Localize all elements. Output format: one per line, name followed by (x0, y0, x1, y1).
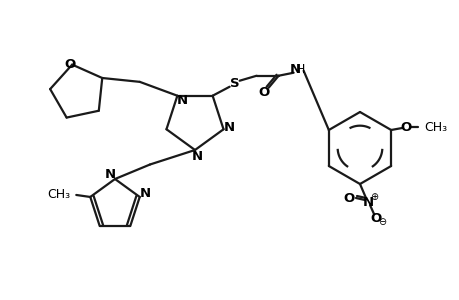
Text: N: N (176, 94, 188, 107)
Text: S: S (230, 77, 239, 90)
Text: N: N (140, 188, 151, 200)
Text: CH₃: CH₃ (423, 121, 446, 134)
Text: N: N (290, 63, 301, 76)
Text: O: O (64, 58, 76, 71)
Text: O: O (257, 86, 269, 99)
Text: O: O (369, 212, 381, 224)
Text: ⊖: ⊖ (377, 217, 385, 227)
Text: N: N (224, 121, 235, 134)
Text: ⊕: ⊕ (369, 192, 377, 202)
Text: CH₃: CH₃ (47, 188, 70, 202)
Text: N: N (191, 149, 202, 163)
Text: H: H (295, 63, 305, 76)
Text: O: O (400, 121, 411, 134)
Text: O: O (342, 191, 354, 205)
Text: N: N (104, 169, 115, 182)
Text: N: N (362, 196, 373, 208)
